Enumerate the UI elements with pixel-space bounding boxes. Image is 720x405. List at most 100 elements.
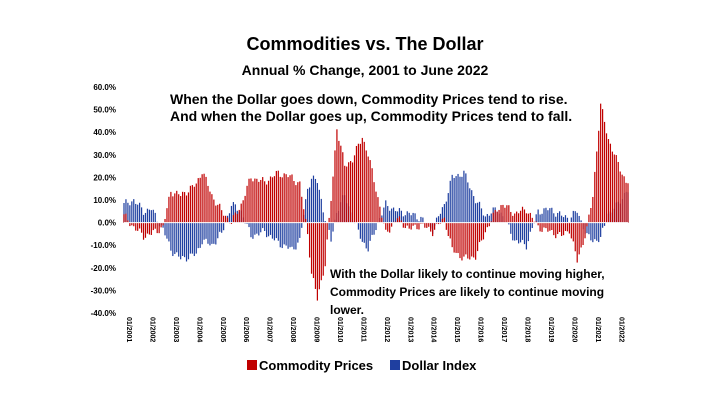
commodity-bar: [172, 196, 174, 223]
commodity-bar: [541, 222, 543, 232]
dollar-bar: [182, 222, 184, 256]
commodity-bar: [428, 222, 430, 227]
commodity-bar: [224, 215, 227, 223]
dollar-bar: [201, 222, 203, 245]
commodity-bar: [137, 222, 139, 231]
dollar-bar: [183, 222, 186, 258]
dollar-bar: [359, 222, 361, 239]
commodity-bar: [365, 150, 367, 223]
dollar-bar: [170, 222, 172, 251]
dollar-bar: [129, 205, 131, 223]
commodity-bar: [308, 222, 311, 258]
dollar-bar: [248, 222, 250, 228]
commodity-bar: [443, 217, 445, 223]
x-tick-label: 01/2014: [430, 317, 437, 342]
commodity-bar: [389, 222, 391, 233]
commodity-bar: [123, 214, 125, 223]
dollar-bar: [221, 222, 223, 233]
dollar-bar: [598, 222, 600, 243]
dollar-bar: [478, 201, 481, 223]
commodity-bar: [566, 222, 569, 232]
commodity-bar: [584, 222, 586, 239]
dollar-bar: [252, 222, 254, 239]
y-tick-label: -20.0%: [91, 264, 116, 273]
x-tick-label: 01/2016: [477, 317, 484, 342]
dollar-bar: [140, 207, 143, 223]
dollar-bar: [385, 200, 387, 223]
commodity-bar: [623, 176, 625, 223]
commodity-bar: [213, 199, 215, 223]
commodity-bar: [476, 222, 479, 252]
dollar-bar: [199, 222, 201, 248]
dollar-bar: [258, 222, 260, 236]
commodity-bar: [183, 192, 186, 223]
x-tick-label: 01/2005: [219, 317, 226, 342]
commodity-bar: [555, 222, 557, 239]
commodity-bar: [168, 196, 170, 223]
commodity-bar: [340, 145, 342, 223]
dollar-bar: [264, 222, 266, 231]
commodity-bar: [586, 222, 588, 227]
dollar-bar: [195, 222, 197, 254]
commodity-bar: [430, 222, 432, 232]
commodity-bar: [525, 213, 528, 223]
commodity-bar: [277, 170, 279, 223]
dollar-bar: [172, 222, 174, 257]
dollar-bar: [203, 222, 205, 240]
y-tick-label: 0.0%: [98, 219, 116, 228]
commodity-bar: [285, 174, 287, 223]
commodity-bar: [125, 213, 127, 223]
x-tick-label: 01/2018: [524, 317, 531, 342]
dollar-bar: [291, 222, 293, 247]
commodity-bar: [215, 205, 217, 223]
commodity-bar: [437, 222, 440, 225]
dollar-bar: [435, 217, 438, 223]
dollar-bar: [324, 221, 326, 223]
commodity-bar: [412, 222, 414, 226]
dollar-bar: [482, 215, 485, 223]
commodity-bar: [240, 203, 242, 223]
dollar-bar: [394, 211, 397, 223]
dollar-bar: [137, 204, 139, 223]
dollar-bar: [572, 210, 574, 223]
commodity-bar: [617, 161, 619, 223]
commodity-bar: [156, 222, 158, 234]
dollar-bar: [406, 211, 408, 223]
dollar-bar: [463, 170, 465, 223]
dollar-bar: [512, 222, 514, 241]
commodity-bar: [482, 222, 485, 240]
dollar-bar: [275, 222, 277, 239]
commodity-bar: [627, 183, 629, 223]
commodity-bar: [133, 222, 135, 227]
commodity-bar: [135, 222, 137, 231]
commodity-bar: [182, 191, 184, 223]
commodity-bar: [508, 205, 510, 223]
x-tick-label: 01/2012: [383, 317, 390, 342]
commodity-bar: [148, 222, 150, 235]
dollar-bar: [308, 187, 311, 223]
commodity-bar: [475, 222, 477, 260]
dollar-bar: [449, 180, 451, 223]
commodity-bar: [303, 209, 305, 223]
dollar-bar: [133, 199, 135, 223]
dollar-bar: [404, 215, 406, 223]
commodity-bar: [486, 222, 488, 228]
commodity-bar: [238, 209, 240, 223]
annotation-top-line-2: And when the Dollar goes up, Commodity P…: [170, 108, 572, 124]
commodity-bar: [484, 222, 486, 233]
dollar-bar: [228, 213, 231, 223]
commodity-bar: [611, 151, 613, 223]
commodity-bar: [418, 222, 420, 230]
commodity-bar: [301, 196, 303, 223]
dollar-bar: [205, 222, 207, 239]
commodity-bar: [445, 222, 447, 230]
dollar-bar: [459, 176, 461, 223]
commodity-bar: [258, 181, 260, 223]
commodity-bar: [307, 222, 309, 235]
commodity-bar: [459, 222, 461, 259]
dollar-bar: [322, 212, 324, 223]
dollar-bar: [178, 222, 180, 257]
commodity-bar: [498, 209, 500, 223]
commodity-bar: [348, 162, 350, 223]
commodity-bar: [209, 191, 211, 223]
